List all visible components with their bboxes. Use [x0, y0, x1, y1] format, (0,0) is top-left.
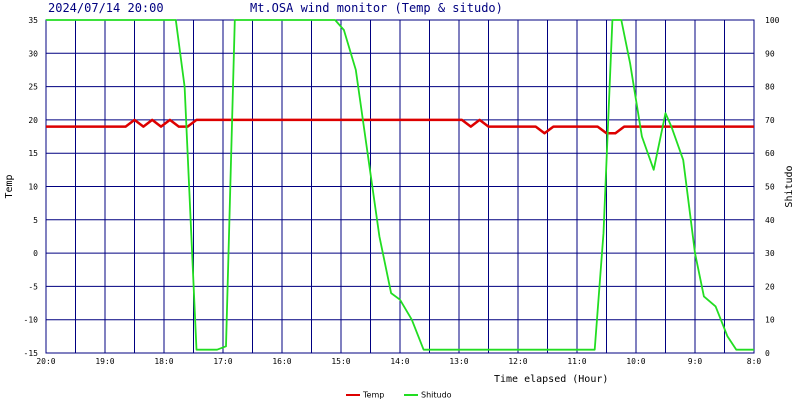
- x-tick: 10:0: [626, 357, 645, 366]
- right-y-tick: 60: [765, 149, 775, 158]
- left-y-tick: 5: [33, 216, 38, 225]
- right-y-tick: 90: [765, 49, 775, 58]
- horizontal-gridlines: [46, 52, 754, 321]
- x-tick: 13:0: [449, 357, 468, 366]
- left-y-tick-labels: -15 -10 -5 0 5 10 15 20 25 30 35: [24, 16, 39, 358]
- left-y-tick: 15: [28, 149, 38, 158]
- x-tick: 14:0: [390, 357, 409, 366]
- datetime-label: 2024/07/14 20:00: [48, 1, 164, 15]
- x-tick: 20:0: [36, 357, 55, 366]
- left-y-tick: 20: [28, 116, 38, 125]
- left-y-tick: 10: [28, 183, 38, 192]
- left-y-tick: -5: [28, 282, 38, 291]
- right-y-tick: 80: [765, 83, 775, 92]
- right-y-tick: 30: [765, 249, 775, 258]
- left-y-tick: -10: [24, 316, 39, 325]
- right-y-tick: 70: [765, 116, 775, 125]
- x-tick: 8:0: [747, 357, 762, 366]
- x-tick: 15:0: [331, 357, 350, 366]
- right-y-tick: 10: [765, 316, 775, 325]
- x-tick: 11:0: [567, 357, 586, 366]
- x-tick: 17:0: [213, 357, 232, 366]
- x-axis-label: Time elapsed (Hour): [494, 374, 608, 385]
- left-y-tick: 25: [28, 83, 38, 92]
- x-tick-labels: 20:0 19:0 18:0 17:0 16:0 15:0 14:0 13:0 12:0 11:0…: [36, 357, 761, 366]
- left-y-tick: 35: [28, 16, 38, 25]
- legend-label-shitudo: Shitudo: [421, 391, 452, 400]
- right-y-tick: 50: [765, 183, 775, 192]
- left-y-tick: 0: [33, 249, 38, 258]
- x-tick: 19:0: [95, 357, 114, 366]
- right-y-tick: 100: [765, 16, 780, 25]
- right-y-tick: 20: [765, 282, 775, 291]
- right-y-axis-label: Shitudo: [784, 165, 795, 207]
- left-y-tick: 30: [28, 49, 38, 58]
- x-tick: 9:0: [688, 357, 703, 366]
- x-tick: 16:0: [272, 357, 291, 366]
- series-line-shitudo: [46, 19, 754, 351]
- x-tick: 12:0: [508, 357, 527, 366]
- right-y-tick: 40: [765, 216, 775, 225]
- left-y-tick: -15: [24, 349, 39, 358]
- chart-title: Mt.OSA wind monitor (Temp & situdo): [250, 1, 503, 15]
- left-y-axis-label: Temp: [4, 174, 15, 198]
- legend-label-temp: Temp: [362, 391, 384, 400]
- series-lines: [46, 19, 754, 351]
- x-tick: 18:0: [154, 357, 173, 366]
- legend: Temp Shitudo: [346, 391, 452, 400]
- right-y-tick-labels: 0 10 20 30 40 50 60 70 80 90 100: [765, 16, 780, 358]
- series-line-temp: [46, 118, 754, 135]
- right-y-tick: 0: [765, 349, 770, 358]
